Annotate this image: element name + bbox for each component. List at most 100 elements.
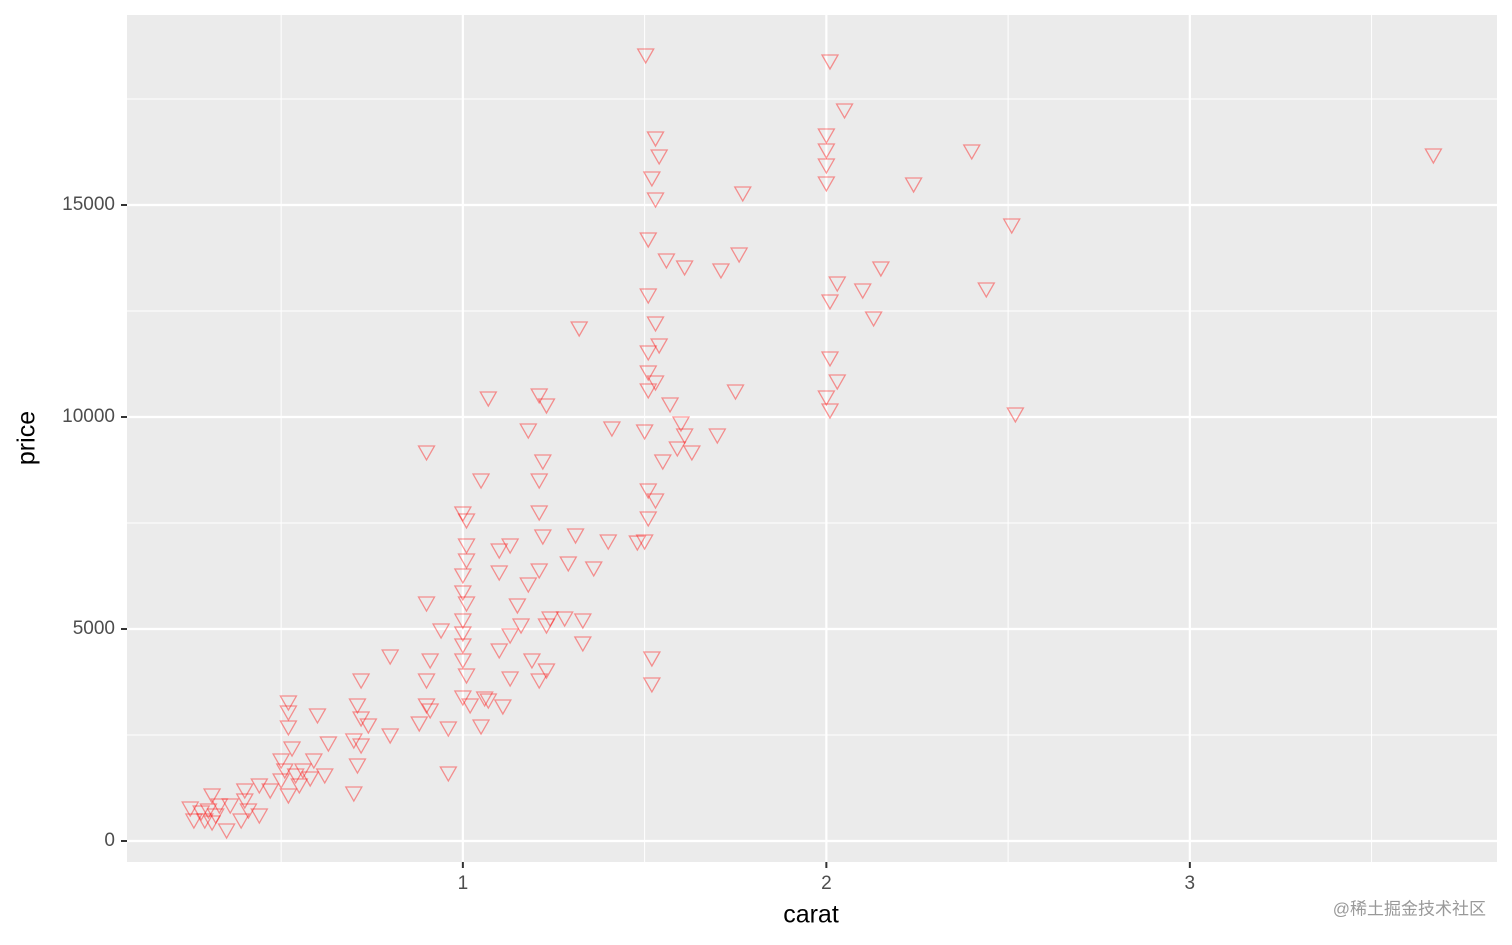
point	[184, 813, 204, 830]
point	[461, 698, 480, 715]
point	[490, 543, 509, 560]
point	[537, 618, 556, 635]
point	[417, 698, 436, 715]
point	[828, 374, 847, 391]
point	[206, 808, 225, 825]
point	[671, 416, 691, 433]
point	[217, 823, 236, 840]
point	[457, 538, 476, 555]
point	[221, 798, 240, 815]
point	[817, 143, 836, 160]
point	[530, 388, 549, 405]
point	[733, 186, 752, 203]
point	[271, 753, 291, 770]
point	[315, 768, 334, 785]
point	[650, 149, 669, 166]
y-tick-label: 15000	[62, 194, 115, 215]
point	[453, 585, 472, 602]
point	[351, 673, 371, 690]
x-tick-label: 2	[821, 873, 832, 894]
point	[232, 813, 251, 830]
point	[519, 577, 538, 594]
point	[639, 345, 658, 362]
point	[359, 718, 378, 735]
point	[584, 561, 603, 578]
point	[279, 720, 298, 737]
point	[457, 553, 476, 570]
point	[457, 668, 476, 685]
point	[351, 738, 371, 755]
point	[668, 441, 687, 458]
point	[820, 351, 840, 368]
point	[235, 783, 254, 800]
point	[381, 728, 400, 745]
point	[290, 778, 309, 795]
point	[853, 283, 872, 300]
point	[250, 808, 269, 825]
point	[602, 421, 622, 438]
point	[271, 773, 291, 790]
point	[261, 783, 280, 800]
point	[479, 391, 498, 408]
point	[871, 261, 891, 278]
point	[820, 294, 840, 311]
point	[820, 403, 840, 420]
point	[540, 611, 560, 628]
panel	[127, 15, 1497, 862]
point	[639, 365, 658, 382]
point	[639, 511, 658, 528]
point	[421, 703, 440, 720]
point	[864, 311, 883, 328]
point	[533, 529, 552, 546]
point	[439, 721, 458, 738]
point	[646, 493, 665, 510]
x-axis-title: carat	[783, 901, 839, 929]
point	[817, 390, 836, 407]
point	[904, 177, 923, 194]
point	[646, 316, 665, 333]
point	[475, 691, 494, 708]
point	[500, 671, 520, 688]
point	[639, 288, 658, 305]
point	[559, 556, 578, 573]
point	[202, 815, 222, 832]
point	[279, 705, 298, 722]
point	[653, 454, 672, 471]
point	[195, 813, 214, 830]
point	[530, 673, 549, 690]
point	[635, 534, 654, 551]
x-tick-label: 1	[458, 873, 469, 894]
point	[1006, 407, 1025, 424]
point	[500, 538, 520, 555]
point	[530, 473, 549, 490]
point	[570, 321, 589, 338]
point	[199, 803, 218, 820]
point	[639, 383, 658, 400]
point	[417, 445, 436, 462]
point	[453, 506, 472, 523]
point	[279, 788, 298, 805]
x-tick-label: 3	[1185, 873, 1196, 894]
point	[250, 778, 269, 795]
point	[282, 741, 302, 758]
y-axis-title: price	[13, 411, 41, 465]
point	[646, 131, 665, 148]
point	[555, 611, 574, 628]
point	[344, 733, 363, 750]
watermark: @稀土掘金技术社区	[1333, 899, 1486, 918]
y-tick-label: 5000	[73, 618, 115, 639]
point	[537, 663, 556, 680]
point	[650, 338, 669, 355]
point	[293, 763, 313, 780]
point	[304, 753, 323, 770]
point	[508, 598, 527, 615]
point	[490, 643, 509, 660]
point	[628, 535, 647, 552]
point	[675, 260, 694, 277]
point	[235, 793, 254, 810]
point	[417, 596, 436, 613]
point	[657, 253, 676, 270]
point	[642, 171, 662, 188]
point	[682, 445, 701, 462]
point	[817, 176, 836, 193]
